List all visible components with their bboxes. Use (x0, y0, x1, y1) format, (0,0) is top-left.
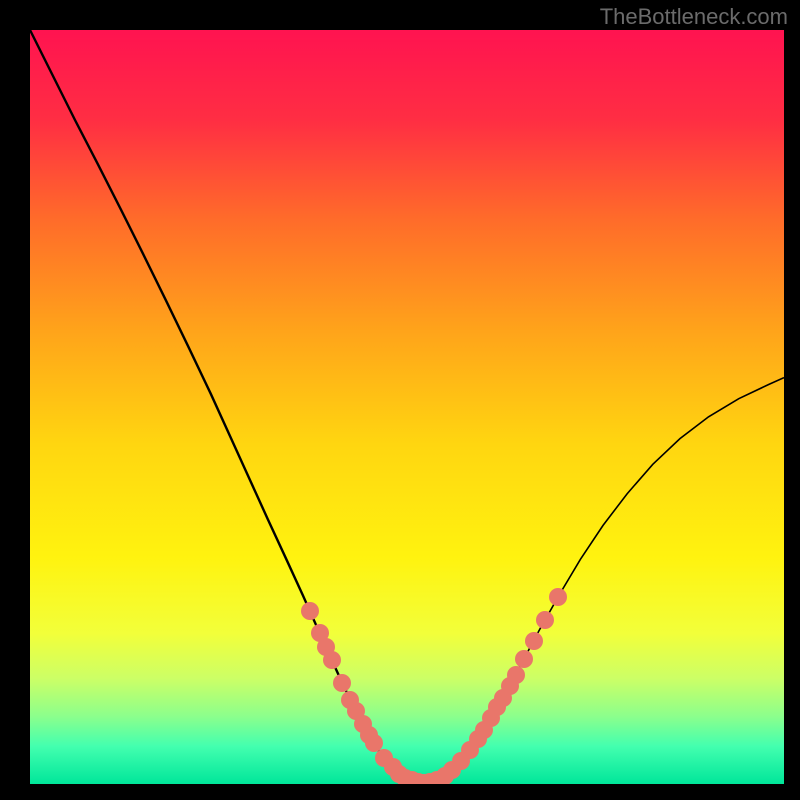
marker-left-branch (333, 674, 351, 692)
marker-right-branch (525, 632, 543, 650)
border-right (784, 0, 800, 800)
curve-right (422, 378, 784, 784)
curve-layer (30, 30, 784, 784)
marker-right-branch (549, 588, 567, 606)
marker-valley (461, 741, 479, 759)
curve-left (30, 30, 422, 783)
border-bottom (0, 784, 800, 800)
border-left (0, 0, 30, 800)
chart-canvas: TheBottleneck.com (0, 0, 800, 800)
plot-area (30, 30, 784, 784)
marker-left-branch (323, 651, 341, 669)
marker-right-branch (507, 666, 525, 684)
marker-right-branch (536, 611, 554, 629)
marker-left-branch (365, 734, 383, 752)
marker-left-branch (301, 602, 319, 620)
watermark-label: TheBottleneck.com (600, 4, 788, 30)
marker-right-branch (515, 650, 533, 668)
